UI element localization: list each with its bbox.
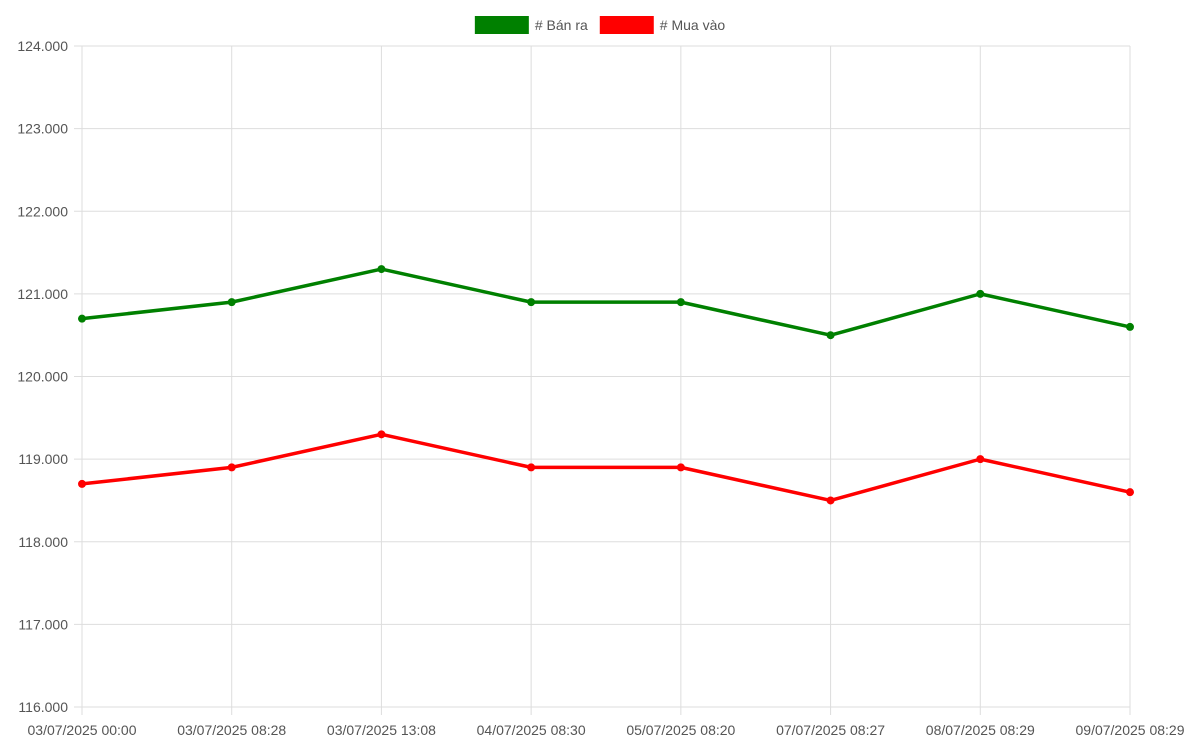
legend-label: # Bán ra bbox=[535, 17, 588, 33]
grid bbox=[74, 45, 1131, 715]
legend-item[interactable]: # Bán ra bbox=[474, 16, 588, 34]
series-line bbox=[80, 267, 1132, 337]
data-point[interactable] bbox=[527, 298, 536, 307]
data-point[interactable] bbox=[826, 496, 835, 505]
x-tick-label: 03/07/2025 13:08 bbox=[327, 722, 436, 738]
legend-label: # Mua vào bbox=[660, 17, 726, 33]
y-tick-label: 116.000 bbox=[18, 699, 68, 715]
data-point[interactable] bbox=[227, 463, 236, 472]
x-tick-label: 04/07/2025 08:30 bbox=[477, 722, 586, 738]
data-point[interactable] bbox=[78, 314, 86, 323]
y-tick-label: 118.000 bbox=[18, 534, 68, 550]
legend-swatch bbox=[474, 16, 529, 34]
x-tick-label: 03/07/2025 08:28 bbox=[177, 722, 286, 738]
data-point[interactable] bbox=[227, 298, 236, 307]
axes: 116.000 117.000 118.000 119.000 120.000 121.0… bbox=[17, 38, 1184, 738]
series-line bbox=[80, 432, 1132, 503]
data-point[interactable] bbox=[676, 298, 685, 307]
series-group bbox=[78, 265, 1134, 505]
data-point[interactable] bbox=[826, 331, 835, 340]
data-point[interactable] bbox=[527, 463, 536, 472]
x-tick-label: 03/07/2025 00:00 bbox=[28, 722, 137, 738]
y-tick-label: 117.000 bbox=[18, 616, 68, 632]
x-tick-label: 07/07/2025 08:27 bbox=[776, 722, 885, 738]
data-point[interactable] bbox=[78, 479, 86, 488]
x-tick-label: 09/07/2025 08:29 bbox=[1076, 722, 1185, 738]
y-tick-label: 123.000 bbox=[17, 121, 68, 137]
y-tick-label: 121.000 bbox=[17, 286, 68, 302]
y-tick-label: 120.000 bbox=[17, 369, 68, 385]
data-point[interactable] bbox=[976, 455, 985, 464]
data-point[interactable] bbox=[976, 289, 985, 298]
legend[interactable]: # Bán ra # Mua vào bbox=[474, 16, 726, 34]
y-tick-label: 124.000 bbox=[17, 38, 68, 54]
legend-swatch bbox=[599, 16, 654, 34]
y-tick-label: 122.000 bbox=[17, 203, 68, 219]
y-tick-label: 119.000 bbox=[18, 451, 68, 467]
legend-item[interactable]: # Mua vào bbox=[599, 16, 726, 34]
data-point[interactable] bbox=[377, 430, 386, 439]
x-tick-label: 05/07/2025 08:20 bbox=[626, 722, 735, 738]
data-point[interactable] bbox=[676, 463, 685, 472]
data-point[interactable] bbox=[1126, 488, 1134, 497]
data-point[interactable] bbox=[377, 265, 386, 274]
x-tick-label: 08/07/2025 08:29 bbox=[926, 722, 1035, 738]
data-point[interactable] bbox=[1126, 322, 1134, 331]
